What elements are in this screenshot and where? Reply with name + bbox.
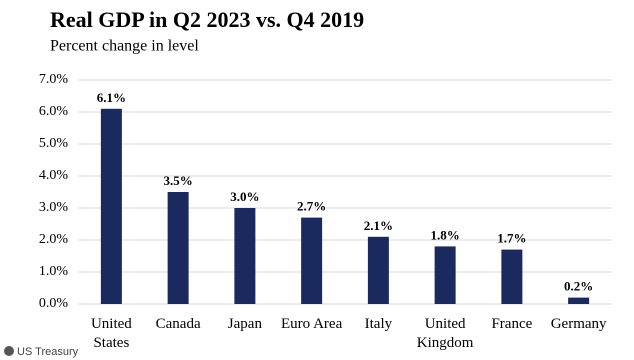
x-tick-label: Euro Area xyxy=(281,316,343,332)
bar xyxy=(167,192,189,304)
y-tick-label: 2.0% xyxy=(39,232,69,247)
x-tick-label-box: Canada xyxy=(155,316,201,332)
y-tick-label: 3.0% xyxy=(39,200,69,215)
bar xyxy=(434,246,456,304)
x-tick-label: Japan xyxy=(227,316,262,332)
x-tick-label: United States xyxy=(90,316,132,351)
value-label: 2.1% xyxy=(364,218,393,233)
source-text: US Treasury xyxy=(17,346,79,358)
x-tick-label-box: Japan xyxy=(227,316,262,332)
x-tick-label-box: United Kingdom xyxy=(416,316,474,351)
value-label: 3.5% xyxy=(164,173,193,188)
bar xyxy=(100,108,122,304)
y-tick-label: 5.0% xyxy=(39,136,69,151)
x-tick-label-box: France xyxy=(491,316,533,332)
x-tick-label-box: Euro Area xyxy=(281,316,343,332)
value-label: 1.7% xyxy=(497,231,526,246)
x-tick-label: United Kingdom xyxy=(416,316,474,351)
x-tick-label: France xyxy=(491,316,533,332)
bar xyxy=(234,208,256,304)
value-label: 2.7% xyxy=(297,199,326,214)
x-tick-label-box: Italy xyxy=(364,316,393,332)
chart-title: Real GDP in Q2 2023 vs. Q4 2019 xyxy=(50,7,364,32)
bar xyxy=(367,236,389,304)
y-tick-label: 6.0% xyxy=(39,104,69,119)
y-tick-label: 0.0% xyxy=(39,296,69,311)
x-tick-label: Canada xyxy=(155,316,201,332)
x-tick-label-box: Germany xyxy=(550,316,607,332)
x-tick-label: Italy xyxy=(364,316,393,332)
value-label: 3.0% xyxy=(230,189,259,204)
value-label: 1.8% xyxy=(431,227,460,242)
value-label: 0.2% xyxy=(564,279,593,294)
x-tick-label-box: United States xyxy=(90,316,132,351)
value-label: 6.1% xyxy=(97,90,126,105)
y-tick-label: 1.0% xyxy=(39,264,69,279)
y-tick-label: 4.0% xyxy=(39,168,69,183)
bar xyxy=(501,249,523,304)
bar xyxy=(301,217,323,304)
source-credit: US Treasury xyxy=(4,346,79,358)
y-tick-label: 7.0% xyxy=(39,72,69,87)
bar xyxy=(568,297,590,304)
chart-subtitle: Percent change in level xyxy=(50,38,199,55)
source-icon xyxy=(4,346,14,356)
x-tick-label: Germany xyxy=(550,316,607,332)
